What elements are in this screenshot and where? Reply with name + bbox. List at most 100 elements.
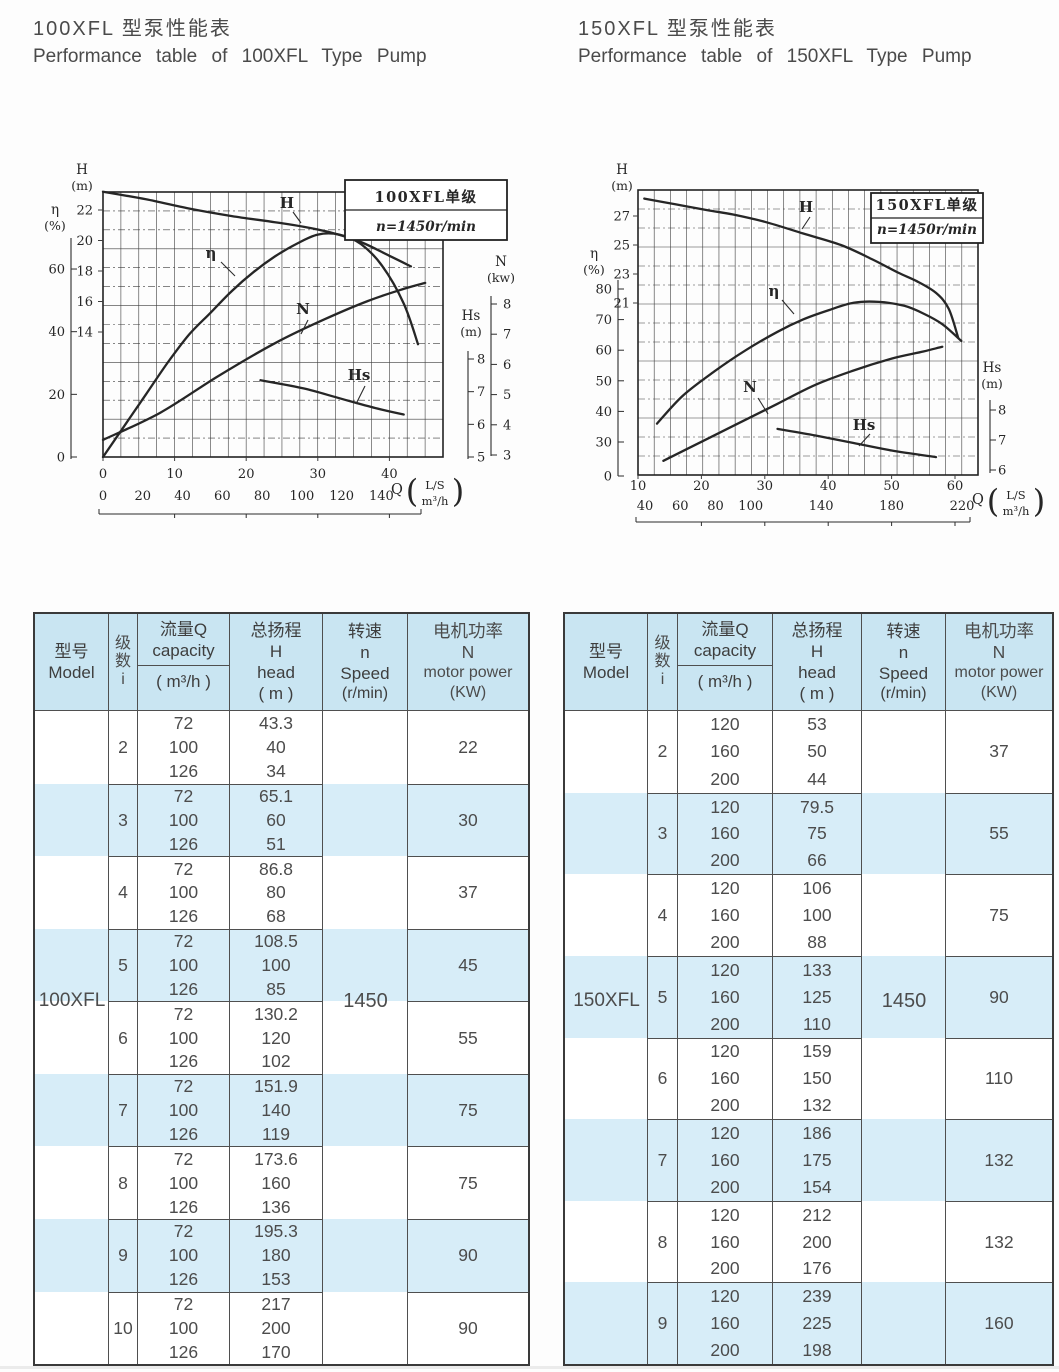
speed-value: 1450 bbox=[881, 990, 927, 1012]
svg-text:25: 25 bbox=[613, 239, 630, 254]
header-model: 型号 Model bbox=[565, 614, 648, 710]
capacity-value: 72 bbox=[173, 1003, 194, 1024]
capacity-value: 200 bbox=[710, 850, 740, 871]
svg-text:(kw): (kw) bbox=[487, 270, 515, 285]
head-cell: 159 150 132 bbox=[773, 1037, 862, 1120]
speed-spacer-cell bbox=[323, 1001, 408, 1074]
head-value: 120 bbox=[261, 1027, 291, 1048]
capacity-value: 100 bbox=[168, 809, 199, 830]
page-title-en-150xfl: Performance table of 150XFL Type Pump bbox=[578, 46, 972, 67]
header-capacity-unit: ( m³/h ) bbox=[697, 672, 753, 691]
header-stage-sym: i bbox=[660, 671, 665, 688]
table-header: 型号 Model 级 数 i 流量Q capacity ( m³/h ) 总扬程… bbox=[35, 614, 528, 711]
svg-text:120: 120 bbox=[329, 489, 354, 504]
stage-group-row: 2 120 160 200 53 50 44 37 bbox=[565, 711, 1052, 793]
capacity-value: 200 bbox=[710, 1176, 740, 1197]
power-cell: 160 bbox=[946, 1282, 1052, 1364]
svg-text:η: η bbox=[769, 282, 780, 300]
svg-text:H: H bbox=[280, 194, 294, 212]
svg-text:Hs: Hs bbox=[348, 366, 371, 384]
head-value: 100 bbox=[802, 905, 832, 926]
capacity-value: 160 bbox=[710, 823, 740, 844]
svg-text:60: 60 bbox=[672, 499, 689, 514]
head-value: 86.8 bbox=[258, 858, 294, 879]
head-value: 170 bbox=[261, 1341, 291, 1362]
header-model: 型号 Model bbox=[35, 614, 109, 710]
speed-spacer-cell bbox=[323, 856, 408, 929]
svg-text:(: ( bbox=[987, 482, 999, 520]
svg-text:220: 220 bbox=[950, 499, 975, 514]
header-head-zh: 总扬程 bbox=[791, 621, 843, 640]
header-model-en: Model bbox=[582, 663, 630, 682]
header-capacity-unit: ( m³/h ) bbox=[156, 672, 211, 691]
svg-text:Hs: Hs bbox=[983, 360, 1002, 376]
stage-group-row: 5 72 100 126 108.5 100 85 45 bbox=[35, 928, 528, 1002]
capacity-value: 160 bbox=[710, 1068, 740, 1089]
svg-text:22: 22 bbox=[76, 204, 93, 219]
speed-spacer-cell bbox=[323, 1218, 408, 1292]
power-cell: 55 bbox=[408, 1001, 528, 1074]
head-value: 133 bbox=[802, 959, 832, 980]
capacity-cell: 72 100 126 bbox=[138, 1146, 230, 1219]
head-cell: 217 200 170 bbox=[230, 1291, 323, 1365]
capacity-value: 160 bbox=[710, 905, 740, 926]
stage-group-row: 4 72 100 126 86.8 80 68 37 bbox=[35, 856, 528, 929]
header-head-en: head bbox=[257, 663, 295, 682]
stage-cell: 7 bbox=[648, 1119, 678, 1201]
stage-cell: 6 bbox=[109, 1001, 138, 1074]
head-value: 85 bbox=[266, 978, 286, 999]
head-value: 176 bbox=[802, 1258, 832, 1279]
head-cell: 186 175 154 bbox=[773, 1119, 862, 1201]
model-spacer-cell bbox=[565, 1119, 648, 1201]
header-stage-zh2: 数 bbox=[114, 653, 131, 670]
svg-text:L/S: L/S bbox=[425, 478, 445, 492]
header-head-sym: H bbox=[810, 642, 824, 661]
capacity-cell: 120 160 200 bbox=[678, 955, 773, 1038]
svg-text:100XFL单级: 100XFL单级 bbox=[374, 188, 477, 206]
svg-text:0: 0 bbox=[99, 489, 107, 504]
svg-text:H: H bbox=[799, 198, 813, 216]
head-value: 44 bbox=[807, 768, 827, 789]
curve-Hs bbox=[259, 379, 405, 416]
speed-spacer-cell bbox=[862, 1037, 946, 1120]
capacity-value: 126 bbox=[168, 833, 199, 854]
model-spacer-cell bbox=[565, 955, 648, 1038]
plot-border bbox=[102, 191, 444, 458]
header-speed-unit: (r/min) bbox=[341, 684, 389, 702]
head-value: 108.5 bbox=[254, 931, 298, 952]
stage-group-row: 5 120 160 200 133 125 110 90 bbox=[565, 955, 1052, 1038]
svg-text:140: 140 bbox=[809, 499, 834, 514]
svg-text:70: 70 bbox=[595, 313, 612, 328]
head-value: 88 bbox=[807, 931, 827, 952]
svg-text:N: N bbox=[495, 254, 507, 270]
head-value: 186 bbox=[802, 1123, 832, 1144]
capacity-value: 100 bbox=[168, 1027, 199, 1048]
header-stages: 级 数 i bbox=[648, 614, 678, 710]
speed-spacer-cell bbox=[323, 1146, 408, 1219]
head-value: 75 bbox=[807, 823, 827, 844]
svg-text:8: 8 bbox=[503, 298, 511, 313]
head-value: 79.5 bbox=[799, 796, 835, 817]
model-spacer-cell bbox=[35, 1146, 109, 1219]
head-value: 195.3 bbox=[254, 1221, 298, 1242]
header-head-en: head bbox=[798, 663, 836, 682]
capacity-cell: 120 160 200 bbox=[678, 874, 773, 956]
speed-spacer-cell bbox=[862, 792, 946, 875]
speed-spacer-cell bbox=[862, 874, 946, 956]
svg-text:8: 8 bbox=[477, 353, 485, 368]
svg-text:0: 0 bbox=[604, 470, 612, 485]
header-capacity: 流量Q capacity ( m³/h ) bbox=[138, 614, 230, 710]
performance-table-100xfl: 型号 Model 级 数 i 流量Q capacity ( m³/h ) 总扬程… bbox=[33, 612, 530, 1366]
stage-group-row: 3 120 160 200 79.5 75 66 55 bbox=[565, 792, 1052, 875]
capacity-cell: 72 100 126 bbox=[138, 1291, 230, 1365]
head-value: 132 bbox=[802, 1095, 832, 1116]
svg-text:60: 60 bbox=[595, 344, 612, 359]
header-head: 总扬程 H head ( m ) bbox=[230, 614, 323, 710]
capacity-value: 72 bbox=[173, 931, 194, 952]
page-title-zh-150xfl: 150XFL 型泵性能表 bbox=[578, 18, 777, 40]
speed-spacer-cell bbox=[862, 1282, 946, 1364]
speed-spacer-cell bbox=[862, 1200, 946, 1283]
header-capacity-en: capacity bbox=[693, 641, 757, 660]
header-speed-unit: (r/min) bbox=[880, 684, 927, 702]
speed-spacer-cell bbox=[323, 1073, 408, 1147]
